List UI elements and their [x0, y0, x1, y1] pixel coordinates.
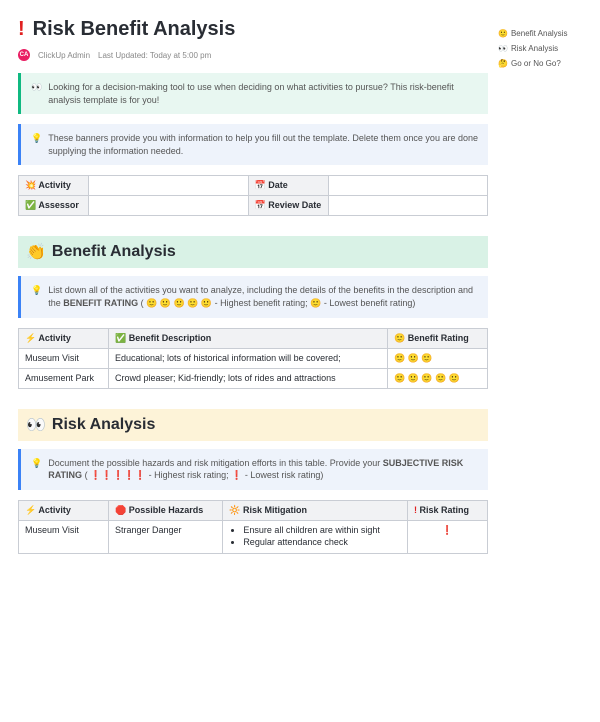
info-td-assessor[interactable]	[89, 196, 249, 216]
section-benefit-header: 👏 Benefit Analysis	[18, 236, 488, 268]
sidenav-benefit[interactable]: 🙂 Benefit Analysis	[498, 28, 588, 41]
last-updated: Last Updated: Today at 5:00 pm	[98, 51, 211, 60]
benefit-banner: 💡 List down all of the activities you wa…	[18, 276, 488, 317]
eyes-icon: 👀	[498, 43, 508, 56]
benefit-r2-rating: 🙂 🙂 🙂 🙂 🙂	[388, 368, 488, 388]
thinking-icon: 🤔	[498, 58, 508, 71]
info-th-activity: 💥 Activity	[19, 176, 89, 196]
exclaim-icon: !	[18, 18, 25, 41]
benefit-r1-rating: 🙂 🙂 🙂	[388, 348, 488, 368]
smile-icon: 🙂	[498, 28, 508, 41]
benefit-th-rating: 🙂 Benefit Rating	[388, 328, 488, 348]
risk-th-activity: ⚡ Activity	[19, 500, 109, 520]
meta-row: CA ClickUp Admin Last Updated: Today at …	[18, 49, 488, 61]
benefit-r1-activity: Museum Visit	[19, 348, 109, 368]
info-th-date: 📅 Date	[248, 176, 328, 196]
sidenav-gonogo[interactable]: 🤔 Go or No Go?	[498, 58, 588, 71]
benefit-table: ⚡ Activity ✅ Benefit Description 🙂 Benef…	[18, 328, 488, 389]
bulb-icon: 💡	[31, 132, 42, 157]
info-th-review: 📅 Review Date	[248, 196, 328, 216]
benefit-r2-desc: Crowd pleaser; Kid-friendly; lots of rid…	[109, 368, 388, 388]
risk-r1-m1: Ensure all children are within sight	[243, 525, 401, 535]
info-td-review[interactable]	[328, 196, 488, 216]
risk-th-mitigation: 🔆 Risk Mitigation	[223, 500, 408, 520]
eyes-icon: 👀	[26, 415, 46, 435]
benefit-th-activity: ⚡ Activity	[19, 328, 109, 348]
table-row: Museum Visit Educational; lots of histor…	[19, 348, 488, 368]
benefit-banner-text: List down all of the activities you want…	[48, 284, 478, 309]
clap-icon: 👏	[26, 242, 46, 262]
info-banner: 💡 These banners provide you with informa…	[18, 124, 488, 165]
sidenav-risk[interactable]: 👀 Risk Analysis	[498, 43, 588, 56]
risk-r1-rating: ❗	[408, 520, 488, 553]
risk-th-rating: ! Risk Rating	[408, 500, 488, 520]
eyes-icon: 👀	[31, 81, 42, 106]
table-row: Museum Visit Stranger Danger Ensure all …	[19, 520, 488, 553]
risk-th-hazards: 🛑 Possible Hazards	[109, 500, 223, 520]
main-content: ! Risk Benefit Analysis CA ClickUp Admin…	[18, 18, 498, 570]
risk-banner: 💡 Document the possible hazards and risk…	[18, 449, 488, 490]
page-title: ! Risk Benefit Analysis	[18, 18, 488, 41]
risk-r1-activity: Museum Visit	[19, 520, 109, 553]
author-avatar[interactable]: CA	[18, 49, 30, 61]
benefit-th-desc: ✅ Benefit Description	[109, 328, 388, 348]
intro-banner: 👀 Looking for a decision-making tool to …	[18, 73, 488, 114]
info-th-assessor: ✅ Assessor	[19, 196, 89, 216]
table-row: Amusement Park Crowd pleaser; Kid-friend…	[19, 368, 488, 388]
risk-r1-m2: Regular attendance check	[243, 537, 401, 547]
risk-r1-mitigation: Ensure all children are within sight Reg…	[223, 520, 408, 553]
info-banner-text: These banners provide you with informati…	[48, 132, 478, 157]
risk-table: ⚡ Activity 🛑 Possible Hazards 🔆 Risk Mit…	[18, 500, 488, 554]
benefit-r2-activity: Amusement Park	[19, 368, 109, 388]
risk-banner-text: Document the possible hazards and risk m…	[48, 457, 478, 482]
bulb-icon: 💡	[31, 457, 42, 482]
intro-banner-text: Looking for a decision-making tool to us…	[48, 81, 478, 106]
author-name: ClickUp Admin	[38, 51, 90, 60]
info-td-activity[interactable]	[89, 176, 249, 196]
benefit-r1-desc: Educational; lots of historical informat…	[109, 348, 388, 368]
info-table: 💥 Activity 📅 Date ✅ Assessor 📅 Review Da…	[18, 175, 488, 216]
bulb-icon: 💡	[31, 284, 42, 309]
info-td-date[interactable]	[328, 176, 488, 196]
section-risk-header: 👀 Risk Analysis	[18, 409, 488, 441]
side-nav: 🙂 Benefit Analysis 👀 Risk Analysis 🤔 Go …	[498, 18, 588, 570]
risk-r1-hazards: Stranger Danger	[109, 520, 223, 553]
